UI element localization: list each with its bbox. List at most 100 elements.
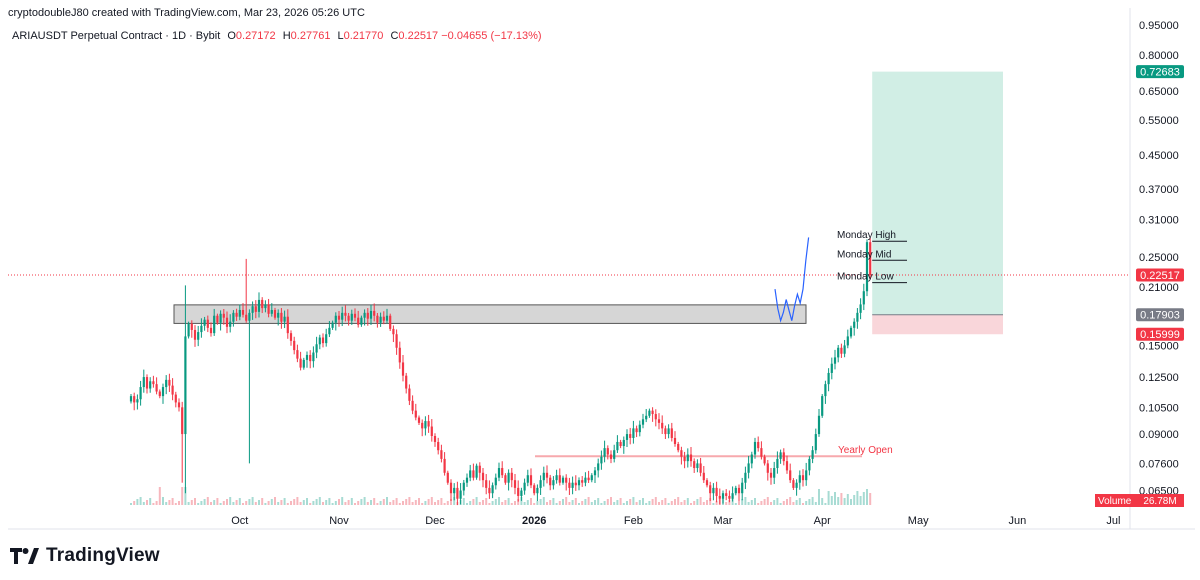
candle-body bbox=[206, 319, 209, 328]
volume-bar bbox=[328, 498, 331, 505]
volume-bar bbox=[616, 500, 619, 505]
volume-bar bbox=[581, 501, 584, 505]
y-tick-label: 0.31000 bbox=[1139, 214, 1179, 226]
candle-body bbox=[245, 314, 248, 321]
candle-body bbox=[683, 456, 686, 462]
volume-bar bbox=[482, 500, 484, 505]
candle-body bbox=[590, 475, 593, 481]
volume-bar bbox=[194, 498, 196, 505]
volume-bar bbox=[184, 487, 187, 505]
volume-bar bbox=[299, 502, 302, 505]
volume-bar bbox=[338, 499, 340, 505]
candle-body bbox=[504, 475, 507, 483]
candle-body bbox=[235, 312, 238, 317]
volume-bar bbox=[840, 493, 843, 505]
candle-body bbox=[545, 472, 549, 478]
candle-body bbox=[859, 304, 862, 313]
volume-bar bbox=[139, 497, 142, 505]
volume-bar bbox=[494, 499, 497, 505]
volume-bar bbox=[645, 503, 648, 505]
volume-bar bbox=[869, 493, 872, 505]
volume-bar bbox=[664, 498, 667, 505]
candle-body bbox=[293, 340, 296, 351]
candle-body bbox=[526, 475, 529, 483]
volume-bar bbox=[606, 499, 609, 505]
candle-body bbox=[686, 454, 689, 462]
candle-body bbox=[334, 315, 337, 323]
candle-body bbox=[520, 490, 523, 496]
candle-body bbox=[161, 387, 165, 397]
volume-bar bbox=[648, 501, 651, 505]
candle-body bbox=[232, 312, 235, 322]
volume-bar bbox=[638, 500, 641, 505]
volume-bar bbox=[776, 498, 779, 505]
candle-body bbox=[229, 321, 232, 327]
volume-bar bbox=[261, 498, 264, 505]
candle-body bbox=[152, 381, 155, 385]
volume-bar bbox=[306, 498, 308, 505]
candle-body bbox=[177, 402, 181, 408]
volume-bar bbox=[360, 499, 363, 505]
candle-body bbox=[318, 337, 321, 345]
candle-body bbox=[869, 242, 872, 276]
volume-bar bbox=[574, 498, 577, 505]
volume-bar bbox=[424, 501, 427, 505]
volume-bar bbox=[654, 497, 657, 505]
candle-body bbox=[219, 313, 222, 323]
symbol-title[interactable]: ARIAUSDT Perpetual Contract · 1D · Bybit bbox=[12, 30, 221, 42]
volume-bar bbox=[472, 499, 475, 505]
volume-bar bbox=[158, 487, 161, 505]
candle-body bbox=[312, 352, 315, 362]
volume-bar bbox=[837, 497, 840, 505]
candle-body bbox=[149, 381, 152, 389]
candle-body bbox=[488, 487, 491, 494]
volume-bar bbox=[699, 497, 702, 505]
volume-bar bbox=[219, 503, 222, 505]
volume-bar bbox=[357, 501, 360, 505]
volume-bar bbox=[642, 498, 644, 505]
open-key: O bbox=[227, 30, 236, 42]
candle-body bbox=[769, 472, 773, 478]
volume-bar bbox=[824, 503, 827, 505]
candle-body bbox=[587, 477, 590, 481]
monday-level-label: Monday High bbox=[837, 230, 896, 241]
candle-body bbox=[305, 354, 309, 360]
volume-bar bbox=[347, 500, 350, 505]
volume-bar bbox=[418, 498, 420, 505]
candle-body bbox=[731, 493, 734, 499]
volume-bar bbox=[235, 500, 238, 505]
candle-body bbox=[766, 463, 769, 473]
volume-bar bbox=[651, 499, 654, 505]
price-label-bg bbox=[1136, 308, 1184, 322]
tradingview-logo[interactable]: TradingView bbox=[10, 545, 160, 567]
candle-body bbox=[517, 487, 520, 496]
volume-bar bbox=[254, 502, 257, 505]
candle-body bbox=[510, 472, 513, 481]
y-tick-label: 0.09000 bbox=[1139, 429, 1179, 441]
candle-body bbox=[296, 350, 299, 359]
volume-bar bbox=[859, 496, 862, 505]
volume-label-name: Volume bbox=[1098, 496, 1132, 507]
volume-bar bbox=[754, 498, 756, 505]
volume-bar bbox=[744, 497, 747, 505]
volume-bar bbox=[565, 497, 568, 505]
volume-bar bbox=[805, 501, 808, 505]
volume-bar bbox=[370, 500, 372, 505]
volume-bar bbox=[677, 497, 680, 505]
candle-body bbox=[622, 439, 625, 447]
volume-bar bbox=[795, 500, 798, 505]
volume-bar bbox=[203, 499, 206, 505]
candle-body bbox=[353, 313, 357, 318]
candle-body bbox=[168, 379, 171, 386]
volume-bar bbox=[280, 500, 283, 505]
candle-body bbox=[385, 315, 389, 321]
volume-bar bbox=[661, 500, 664, 505]
volume-bar bbox=[430, 497, 433, 505]
candle-body bbox=[529, 475, 533, 486]
volume-bar bbox=[811, 497, 814, 505]
volume-bar bbox=[587, 497, 590, 505]
candle-body bbox=[462, 482, 465, 491]
candle-body bbox=[606, 448, 609, 455]
volume-bar bbox=[440, 498, 443, 505]
